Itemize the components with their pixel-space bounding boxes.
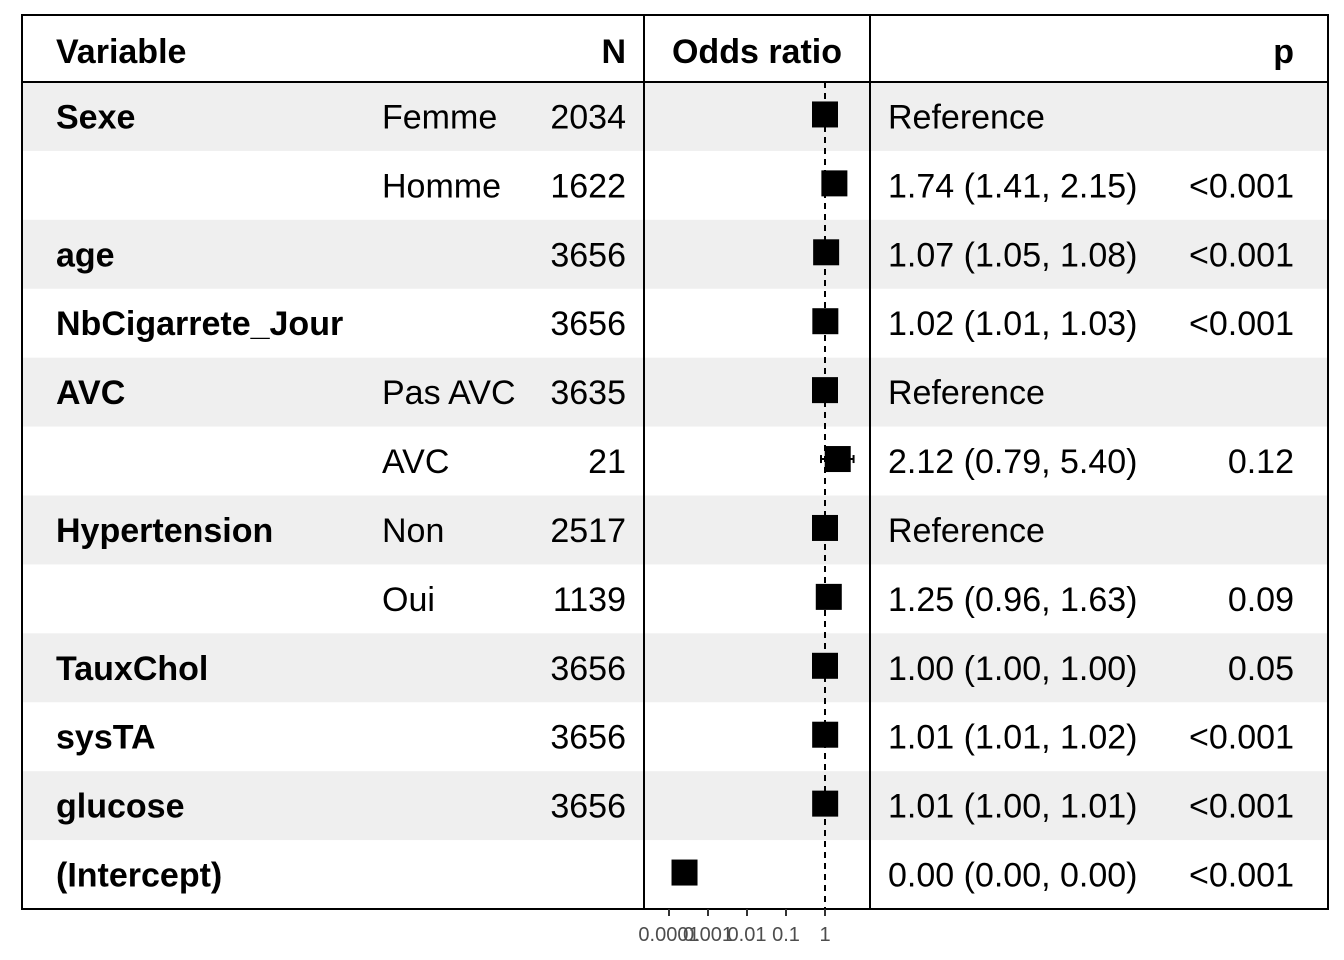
or-marker [671, 859, 698, 886]
n-value: 21 [588, 443, 626, 481]
or-marker [812, 308, 839, 335]
x-tick-label: 0.01 [728, 924, 767, 946]
level-label: Non [382, 512, 444, 550]
estimate-text: 1.02 (1.01, 1.03) [888, 305, 1138, 343]
variable-label: Sexe [56, 98, 135, 136]
variable-label: age [56, 236, 115, 274]
row-stripe [22, 495, 1328, 565]
estimate-text: 0.00 (0.00, 0.00) [888, 857, 1138, 895]
or-marker [812, 101, 838, 128]
x-tick-label: 0.001 [683, 924, 733, 946]
odds-ratio-marks [671, 101, 855, 886]
x-tick-label: 1 [819, 924, 830, 946]
p-value: <0.001 [1189, 857, 1294, 895]
header-n: N [601, 33, 626, 71]
row-stripe [22, 219, 1328, 289]
estimate-text: 1.07 (1.05, 1.08) [888, 236, 1138, 274]
table-cells: Sexe Femme 2034 Reference Homme 1622 1.74 (1.4… [56, 98, 1294, 894]
p-value: 0.09 [1228, 581, 1294, 619]
estimate-text: Reference [888, 98, 1045, 136]
x-tick-label: 0.0001 [638, 924, 699, 946]
p-value: <0.001 [1189, 305, 1294, 343]
n-value: 3635 [550, 374, 626, 412]
n-value: 2517 [550, 512, 626, 550]
header-variable: Variable [56, 33, 186, 71]
p-value: <0.001 [1189, 236, 1294, 274]
or-marker [812, 652, 838, 679]
level-label: AVC [382, 443, 449, 481]
estimate-text: Reference [888, 512, 1045, 550]
variable-label: (Intercept) [56, 857, 222, 895]
n-value: 1622 [550, 167, 626, 205]
or-marker [813, 239, 840, 266]
n-value: 3656 [550, 305, 626, 343]
or-marker [812, 790, 839, 817]
table-header: Variable N Odds ratio p [56, 33, 1294, 71]
or-marker [821, 170, 848, 197]
or-marker [812, 514, 838, 541]
header-p: p [1273, 33, 1294, 71]
estimate-text: 1.01 (1.01, 1.02) [888, 719, 1138, 757]
variable-label: sysTA [56, 719, 156, 757]
level-label: Pas AVC [382, 374, 516, 412]
row-stripe [22, 771, 1328, 841]
estimate-text: Reference [888, 374, 1045, 412]
or-marker [812, 721, 839, 748]
row-stripe [22, 82, 1328, 151]
estimate-text: 1.25 (0.96, 1.63) [888, 581, 1138, 619]
variable-label: glucose [56, 788, 184, 826]
row-stripe [22, 357, 1328, 427]
table-borders [21, 14, 1329, 910]
n-value: 2034 [550, 98, 626, 136]
or-marker [815, 583, 842, 610]
p-value: 0.12 [1228, 443, 1294, 481]
estimate-text: 1.00 (1.00, 1.00) [888, 650, 1138, 688]
n-value: 3656 [550, 788, 626, 826]
header-odds-ratio: Odds ratio [672, 33, 842, 71]
p-value: <0.001 [1189, 719, 1294, 757]
or-marker [812, 377, 838, 404]
p-value: <0.001 [1189, 167, 1294, 205]
estimate-text: 1.01 (1.00, 1.01) [888, 788, 1138, 826]
estimate-text: 2.12 (0.79, 5.40) [888, 443, 1138, 481]
n-value: 1139 [553, 581, 626, 619]
level-label: Oui [382, 581, 435, 619]
variable-label: TauxChol [56, 650, 208, 688]
x-tick-label: 0.1 [772, 924, 800, 946]
or-marker [824, 446, 851, 473]
variable-label: NbCigarrete_Jour [56, 305, 343, 343]
p-value: <0.001 [1189, 788, 1294, 826]
variable-label: AVC [56, 374, 125, 412]
p-value: 0.05 [1228, 650, 1294, 688]
row-stripe [22, 633, 1328, 703]
n-value: 3656 [550, 236, 626, 274]
level-label: Homme [382, 167, 501, 205]
n-value: 3656 [550, 719, 626, 757]
level-label: Femme [382, 98, 497, 136]
row-stripes [22, 82, 1328, 841]
estimate-text: 1.74 (1.41, 2.15) [888, 167, 1138, 205]
n-value: 3656 [550, 650, 626, 688]
table-outline [21, 14, 1329, 910]
variable-label: Hypertension [56, 512, 273, 550]
